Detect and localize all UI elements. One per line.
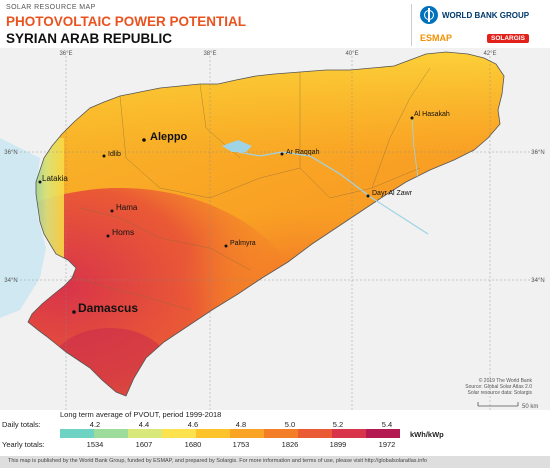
yearly-tick: 1826 xyxy=(281,440,299,449)
city-dot-homs xyxy=(106,234,110,238)
header: SOLAR RESOURCE MAP PHOTOVOLTAIC POWER PO… xyxy=(0,0,550,48)
city-label-al-hasakah: Al Hasakah xyxy=(414,111,450,118)
yearly-tick: 1534 xyxy=(86,440,104,449)
city-dot-damascus xyxy=(72,310,76,314)
city-dot-ar-raqqah xyxy=(280,152,284,156)
legend-title: Long term average of PVOUT, period 1999-… xyxy=(60,410,222,419)
city-label-hama: Hama xyxy=(116,203,138,212)
lat-label-right-36: 36°N xyxy=(531,150,544,156)
solargis-logo: SOLARGIS xyxy=(487,34,529,43)
lat-label-left-36: 36°N xyxy=(4,150,17,156)
lon-label-38: 38°E xyxy=(203,51,216,57)
daily-tick: 5.2 xyxy=(332,420,344,429)
lon-label-36: 36°E xyxy=(59,51,72,57)
legend-swatch xyxy=(230,429,264,438)
daily-tick: 5.0 xyxy=(284,420,296,429)
country-name: SYRIAN ARAB REPUBLIC xyxy=(6,31,173,46)
legend-swatch xyxy=(366,429,400,438)
legend: Long term average of PVOUT, period 1999-… xyxy=(0,410,550,454)
legend-swatch xyxy=(162,429,196,438)
city-markers: Aleppo Idlib Latakia Hama Homs Damascus … xyxy=(38,111,450,315)
credit-line-3: Solar resource data: Solargis xyxy=(467,390,532,396)
daily-totals-label: Daily totals: xyxy=(2,420,41,429)
world-bank-globe-icon xyxy=(420,6,438,24)
footer-text: This map is published by the World Bank … xyxy=(8,458,427,464)
logo-divider xyxy=(411,4,412,46)
lon-label-40: 40°E xyxy=(345,51,358,57)
scale-bar: 50 km xyxy=(477,402,538,410)
city-dot-palmyra xyxy=(224,244,228,248)
city-label-dayr-al-zawr: Dayr Al Zawr xyxy=(372,190,413,197)
yearly-tick: 1899 xyxy=(329,440,347,449)
city-label-ar-raqqah: Ar Raqqah xyxy=(286,149,320,156)
yearly-tick: 1607 xyxy=(135,440,153,449)
legend-swatch xyxy=(264,429,298,438)
esmap-logo: ESMAP xyxy=(420,33,453,43)
city-label-homs: Homs xyxy=(112,227,134,237)
daily-tick: 4.2 xyxy=(89,420,101,429)
world-bank-logo: WORLD BANK GROUP xyxy=(420,6,529,24)
legend-swatch xyxy=(60,429,94,438)
yearly-tick: 1753 xyxy=(232,440,250,449)
daily-tick: 4.8 xyxy=(235,420,247,429)
city-label-latakia: Latakia xyxy=(42,174,68,183)
map-credits: © 2019 The World Bank Source: Global Sol… xyxy=(465,378,532,396)
city-dot-idlib xyxy=(102,154,106,158)
footer: This map is published by the World Bank … xyxy=(0,456,550,468)
yearly-tick: 1972 xyxy=(378,440,396,449)
credit-line-1: © 2019 The World Bank xyxy=(478,378,532,384)
map-area: Aleppo Idlib Latakia Hama Homs Damascus … xyxy=(0,48,550,410)
daily-tick: 4.6 xyxy=(187,420,199,429)
legend-color-bar xyxy=(60,429,400,438)
daily-tick: 4.4 xyxy=(138,420,150,429)
credit-line-2: Source: Global Solar Atlas 2.0 xyxy=(465,384,532,390)
city-dot-al-hasakah xyxy=(410,116,414,120)
khabur-river xyxy=(411,117,419,179)
legend-swatch xyxy=(332,429,366,438)
yearly-totals-label: Yearly totals: xyxy=(2,440,45,449)
mediterranean-sea xyxy=(0,138,46,318)
map-eyebrow: SOLAR RESOURCE MAP xyxy=(6,4,96,11)
lake-assad xyxy=(222,140,252,152)
lon-label-42: 42°E xyxy=(483,51,496,57)
map-svg: Aleppo Idlib Latakia Hama Homs Damascus … xyxy=(0,48,550,410)
city-label-idlib: Idlib xyxy=(108,151,121,158)
legend-unit: kWh/kWp xyxy=(410,430,444,439)
city-label-damascus: Damascus xyxy=(78,301,138,315)
lat-label-left-34: 34°N xyxy=(4,278,17,284)
city-label-aleppo: Aleppo xyxy=(150,131,188,143)
city-label-palmyra: Palmyra xyxy=(230,240,256,247)
euphrates-river xyxy=(237,151,429,235)
scale-label: 50 km xyxy=(522,404,538,410)
city-dot-latakia xyxy=(38,180,42,184)
legend-swatch xyxy=(128,429,162,438)
lat-label-right-34: 34°N xyxy=(531,278,544,284)
city-dot-dayr-al-zawr xyxy=(366,194,370,198)
legend-swatch xyxy=(196,429,230,438)
city-dot-aleppo xyxy=(142,138,146,142)
map-title: PHOTOVOLTAIC POWER POTENTIAL xyxy=(6,14,247,29)
world-bank-logo-text: WORLD BANK GROUP xyxy=(442,10,530,20)
daily-tick: 5.4 xyxy=(381,420,393,429)
city-dot-hama xyxy=(110,209,114,213)
legend-swatch xyxy=(298,429,332,438)
yearly-tick: 1680 xyxy=(184,440,202,449)
legend-swatch xyxy=(94,429,128,438)
graticule-labels: 36°E 38°E 40°E 42°E 36°N 34°N 36°N 34°N xyxy=(4,51,544,284)
